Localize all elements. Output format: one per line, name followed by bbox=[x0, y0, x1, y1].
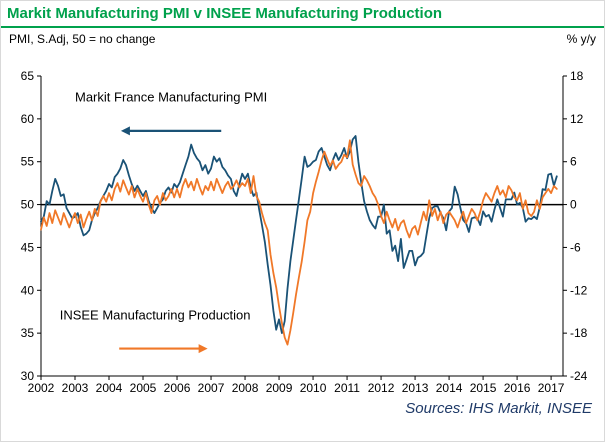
svg-text:2013: 2013 bbox=[402, 381, 429, 395]
svg-text:40: 40 bbox=[21, 283, 35, 297]
svg-text:45: 45 bbox=[21, 240, 35, 254]
left-axis-caption: PMI, S.Adj, 50 = no change bbox=[9, 32, 156, 46]
svg-text:65: 65 bbox=[21, 69, 35, 83]
svg-text:-6: -6 bbox=[570, 240, 581, 254]
svg-text:6: 6 bbox=[570, 155, 577, 169]
svg-text:2017: 2017 bbox=[538, 381, 565, 395]
svg-text:2008: 2008 bbox=[232, 381, 259, 395]
svg-text:50: 50 bbox=[21, 198, 35, 212]
chart-title: Markit Manufacturing PMI v INSEE Manufac… bbox=[7, 5, 443, 22]
svg-text:0: 0 bbox=[570, 198, 577, 212]
svg-text:2005: 2005 bbox=[130, 381, 157, 395]
svg-text:2003: 2003 bbox=[62, 381, 89, 395]
source-attribution: Sources: IHS Markit, INSEE bbox=[405, 400, 592, 417]
svg-text:INSEE Manufacturing Production: INSEE Manufacturing Production bbox=[60, 307, 251, 322]
svg-text:-24: -24 bbox=[570, 369, 588, 383]
title-underline bbox=[1, 26, 604, 28]
svg-text:30: 30 bbox=[21, 369, 35, 383]
svg-text:2016: 2016 bbox=[504, 381, 531, 395]
svg-text:2006: 2006 bbox=[164, 381, 191, 395]
svg-text:2002: 2002 bbox=[28, 381, 55, 395]
svg-text:12: 12 bbox=[570, 112, 584, 126]
svg-text:2014: 2014 bbox=[436, 381, 463, 395]
svg-text:2009: 2009 bbox=[266, 381, 293, 395]
svg-text:2015: 2015 bbox=[470, 381, 497, 395]
svg-text:35: 35 bbox=[21, 326, 35, 340]
svg-text:2010: 2010 bbox=[300, 381, 327, 395]
svg-text:-18: -18 bbox=[570, 326, 588, 340]
subtitle-row: PMI, S.Adj, 50 = no change % y/y bbox=[1, 28, 604, 46]
right-axis-caption: % y/y bbox=[566, 32, 596, 46]
svg-text:Markit France Manufacturing PM: Markit France Manufacturing PMI bbox=[75, 90, 267, 105]
svg-text:2007: 2007 bbox=[198, 381, 225, 395]
svg-text:-12: -12 bbox=[570, 283, 588, 297]
svg-text:2012: 2012 bbox=[368, 381, 395, 395]
svg-text:2004: 2004 bbox=[96, 381, 123, 395]
svg-text:60: 60 bbox=[21, 112, 35, 126]
svg-text:2011: 2011 bbox=[334, 381, 360, 395]
svg-text:18: 18 bbox=[570, 69, 584, 83]
svg-text:55: 55 bbox=[21, 155, 35, 169]
